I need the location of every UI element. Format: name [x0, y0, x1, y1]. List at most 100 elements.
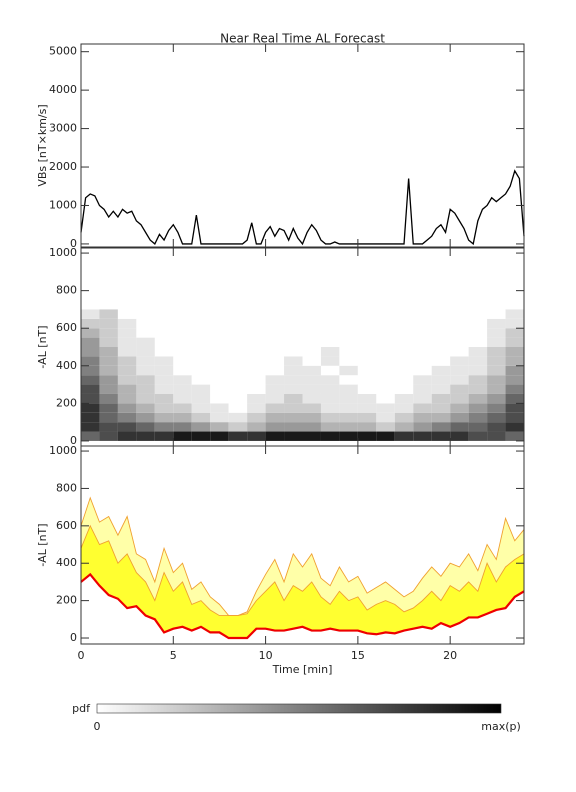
pdf-cell [81, 337, 100, 347]
pdf-cell [376, 337, 395, 347]
pdf-cell [173, 384, 192, 394]
pdf-cell [210, 375, 229, 385]
pdf-cell [117, 328, 137, 338]
pdf-cell [136, 318, 155, 329]
pdf-cell [431, 412, 451, 423]
pdf-cell [413, 403, 432, 413]
pdf-cell [376, 356, 395, 366]
y-tick-label: 3000 [49, 122, 77, 135]
pdf-cell [357, 309, 377, 319]
pdf-cell [394, 328, 414, 338]
pdf-cell [210, 412, 229, 423]
pdf-cell [302, 356, 321, 366]
pdf-cell [394, 384, 414, 394]
pdf-cell [376, 309, 395, 319]
pdf-cell [302, 318, 321, 329]
pdf-cell [81, 375, 100, 385]
x-axis-label: Time [min] [272, 663, 333, 676]
pdf-cell [81, 356, 100, 366]
pdf-cell [505, 384, 524, 394]
pdf-cell [487, 412, 506, 423]
pdf-cell [247, 375, 266, 385]
pdf-cell [302, 337, 321, 347]
pdf-cell [117, 365, 137, 376]
pdf-cell [210, 347, 229, 357]
pdf-cell [81, 431, 100, 441]
pdf-cell [302, 384, 321, 394]
pdf-cell [450, 403, 469, 413]
pdf-cell [431, 393, 451, 404]
pdf-cell [505, 337, 524, 347]
pdf-cell [191, 393, 211, 404]
pdf-cell [450, 309, 469, 319]
pdf-cell [191, 318, 211, 329]
pdf-cell [450, 375, 469, 385]
pdf-cell [431, 337, 451, 347]
pdf-cell [320, 384, 340, 394]
pdf-cell [117, 318, 137, 329]
pdf-cell [357, 347, 377, 357]
pdf-cell [339, 365, 358, 376]
pdf-cell [228, 309, 248, 319]
pdf-cell [468, 318, 488, 329]
pdf-cell [357, 412, 377, 423]
pdf-cell [117, 356, 137, 366]
y-axis-label: -AL [nT] [36, 523, 49, 566]
pdf-cell [228, 365, 248, 376]
pdf-cell [81, 412, 100, 423]
pdf-cell [302, 375, 321, 385]
pdf-cell [468, 403, 488, 413]
y-tick-label: 2000 [49, 160, 77, 173]
pdf-cell [210, 337, 229, 347]
pdf-cell [210, 328, 229, 338]
colorbar-max-label: max(p) [481, 720, 521, 733]
pdf-cell [173, 431, 192, 441]
pdf-cell [339, 328, 358, 338]
pdf-cell [117, 403, 137, 413]
pdf-cell [339, 318, 358, 329]
pdf-cell [376, 384, 395, 394]
pdf-cell [431, 347, 451, 357]
pdf-cell [487, 431, 506, 441]
pdf-cell [265, 375, 285, 385]
pdf-cell [505, 309, 524, 319]
pdf-cell [413, 393, 432, 404]
pdf-cell [413, 384, 432, 394]
pdf-cell [431, 431, 451, 441]
pdf-cell [394, 365, 414, 376]
pdf-cell [173, 318, 192, 329]
pdf-cell [320, 318, 340, 329]
pdf-cell [505, 375, 524, 385]
pdf-cell [210, 431, 229, 441]
pdf-cell [468, 384, 488, 394]
pdf-cell [431, 365, 451, 376]
pdf-cell [320, 412, 340, 423]
pdf-cell [413, 347, 432, 357]
colorbar [96, 703, 502, 714]
pdf-cell [228, 412, 248, 423]
pdf-cell [450, 412, 469, 423]
pdf-cell [284, 337, 303, 347]
pdf-cell [117, 347, 137, 357]
pdf-cell [468, 328, 488, 338]
pdf-cell [210, 365, 229, 376]
pdf-cell [505, 393, 524, 404]
pdf-cell [284, 375, 303, 385]
pdf-cell [284, 412, 303, 423]
quantile-line [80, 496, 525, 617]
pdf-cell [247, 365, 266, 376]
pdf-cell [154, 337, 174, 347]
pdf-cell [376, 375, 395, 385]
pdf-cell [99, 337, 118, 347]
pdf-cell [450, 384, 469, 394]
quantile-line [80, 524, 525, 617]
pdf-cell [247, 412, 266, 423]
pdf-cell [210, 384, 229, 394]
pdf-cell [376, 422, 395, 432]
pdf-cell [357, 403, 377, 413]
pdf-cell [339, 393, 358, 404]
pdf-cell [99, 318, 118, 329]
pdf-cell [154, 328, 174, 338]
pdf-cell [81, 365, 100, 376]
